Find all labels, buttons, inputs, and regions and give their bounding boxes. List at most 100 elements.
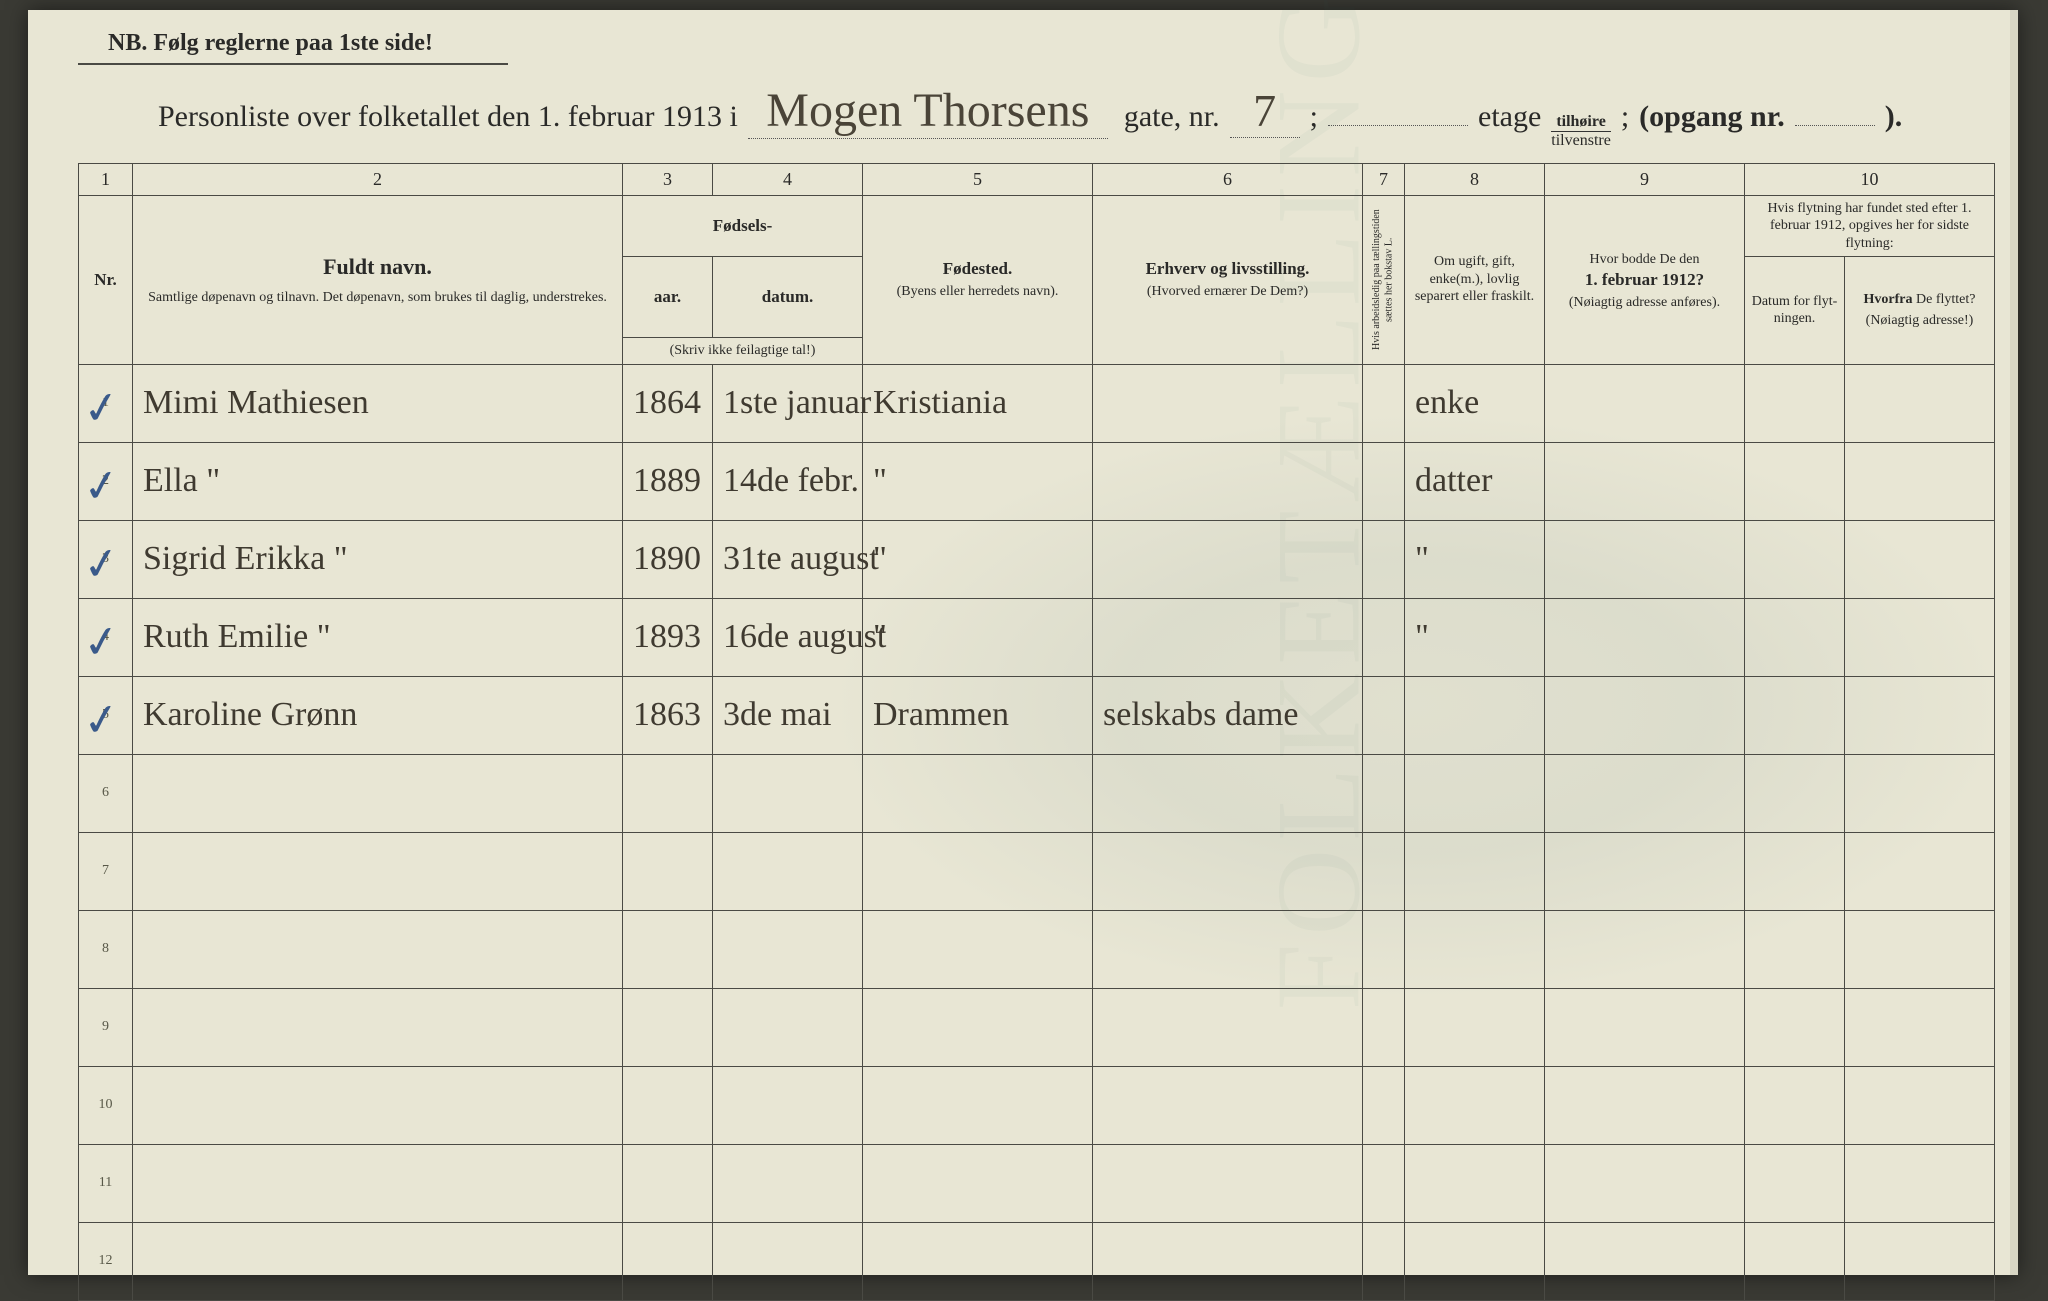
- cell-prev-address: [1545, 676, 1745, 754]
- cell-prev-address: [1545, 832, 1745, 910]
- cell-name: [133, 754, 623, 832]
- cell-marital: [1405, 988, 1545, 1066]
- colnum-6: 6: [1093, 164, 1363, 196]
- colnum-1: 1: [79, 164, 133, 196]
- cell-occupation: [1093, 754, 1363, 832]
- cell-name: [133, 1222, 623, 1300]
- cell-unemployed: [1363, 832, 1405, 910]
- cell-move-from: [1845, 988, 1995, 1066]
- handwritten-value: selskabs dame: [1103, 696, 1298, 733]
- cell-year: 1864: [623, 364, 713, 442]
- colnum-4: 4: [713, 164, 863, 196]
- cell-birthplace: ": [863, 442, 1093, 520]
- cell-unemployed: [1363, 442, 1405, 520]
- cell-birthplace: [863, 1222, 1093, 1300]
- side-fraction: tilhøire tilvenstre: [1551, 114, 1611, 149]
- hdr-name: Fuldt navn. Samtlige døpenavn og tilnavn…: [133, 195, 623, 364]
- cell-marital: [1405, 1144, 1545, 1222]
- page-inner: NB. Følg reglerne paa 1ste side! Personl…: [78, 30, 1970, 1255]
- handwritten-value: 1863: [633, 696, 701, 733]
- checkmark-icon: ✓: [80, 536, 124, 592]
- cell-marital: enke: [1405, 364, 1545, 442]
- handwritten-value: Ella ": [143, 462, 220, 499]
- cell-prev-address: [1545, 598, 1745, 676]
- cell-year: [623, 1066, 713, 1144]
- hdr-datum: datum.: [713, 257, 863, 338]
- cell-birthplace: Kristiania: [863, 364, 1093, 442]
- cell-unemployed: [1363, 676, 1405, 754]
- cell-birthplace: ": [863, 598, 1093, 676]
- cell-date: 3de mai: [713, 676, 863, 754]
- cell-birthplace: [863, 1144, 1093, 1222]
- cell-unemployed: [1363, 520, 1405, 598]
- hdr-fodested: Fødested. (Byens eller herredets navn).: [863, 195, 1093, 364]
- cell-date: [713, 1066, 863, 1144]
- cell-nr: 5✓: [79, 676, 133, 754]
- separator: ;: [1310, 100, 1318, 134]
- cell-nr: 11: [79, 1144, 133, 1222]
- cell-birthplace: [863, 910, 1093, 988]
- cell-date: 14de febr.: [713, 442, 863, 520]
- etage-blank: [1328, 125, 1468, 126]
- handwritten-value: ": [1415, 618, 1429, 655]
- cell-move-date: [1745, 754, 1845, 832]
- cell-year: [623, 754, 713, 832]
- cell-move-date: [1745, 1144, 1845, 1222]
- cell-nr: 3✓: [79, 520, 133, 598]
- table-row: 10: [79, 1066, 1995, 1144]
- street-name-handwritten: Mogen Thorsens: [748, 83, 1108, 139]
- cell-move-date: [1745, 598, 1845, 676]
- cell-prev-address: [1545, 520, 1745, 598]
- cell-birthplace: [863, 1066, 1093, 1144]
- cell-prev-address: [1545, 910, 1745, 988]
- cell-year: 1893: [623, 598, 713, 676]
- cell-name: Mimi Mathiesen: [133, 364, 623, 442]
- cell-prev-address: [1545, 1222, 1745, 1300]
- cell-year: [623, 988, 713, 1066]
- cell-nr: 2✓: [79, 442, 133, 520]
- cell-occupation: [1093, 364, 1363, 442]
- cell-move-from: [1845, 1144, 1995, 1222]
- table-row: 11: [79, 1144, 1995, 1222]
- table-head: 1 2 3 4 5 6 7 8 9 10 Nr. Fuldt navn. Sam…: [79, 164, 1995, 365]
- checkmark-icon: ✓: [80, 614, 124, 670]
- opgang-label: (opgang nr.: [1639, 100, 1785, 134]
- cell-birthplace: [863, 832, 1093, 910]
- cell-birthplace: Drammen: [863, 676, 1093, 754]
- cell-unemployed: [1363, 1222, 1405, 1300]
- cell-occupation: [1093, 832, 1363, 910]
- handwritten-value: 31te august: [723, 540, 879, 577]
- cell-marital: ": [1405, 520, 1545, 598]
- cell-nr: 10: [79, 1066, 133, 1144]
- cell-year: 1863: [623, 676, 713, 754]
- cell-move-from: [1845, 520, 1995, 598]
- cell-year: [623, 1144, 713, 1222]
- handwritten-value: 1893: [633, 618, 701, 655]
- cell-nr: 1✓: [79, 364, 133, 442]
- cell-marital: [1405, 832, 1545, 910]
- etage-label: etage: [1478, 100, 1541, 134]
- cell-occupation: [1093, 442, 1363, 520]
- cell-unemployed: [1363, 754, 1405, 832]
- colnum-9: 9: [1545, 164, 1745, 196]
- cell-prev-address: [1545, 364, 1745, 442]
- handwritten-value: ": [873, 462, 887, 499]
- cell-move-from: [1845, 364, 1995, 442]
- table-row: 5✓ Karoline Grønn 1863 3de maiDrammen selska…: [79, 676, 1995, 754]
- cell-move-from: [1845, 598, 1995, 676]
- cell-move-from: [1845, 832, 1995, 910]
- cell-year: 1889: [623, 442, 713, 520]
- cell-occupation: [1093, 520, 1363, 598]
- cell-date: [713, 754, 863, 832]
- cell-year: [623, 832, 713, 910]
- cell-marital: ": [1405, 598, 1545, 676]
- cell-move-date: [1745, 1222, 1845, 1300]
- cell-marital: datter: [1405, 442, 1545, 520]
- cell-nr: 7: [79, 832, 133, 910]
- cell-name: Ruth Emilie ": [133, 598, 623, 676]
- cell-occupation: [1093, 1222, 1363, 1300]
- cell-move-from: [1845, 910, 1995, 988]
- hdr-col10a: Datum for flyt-ningen.: [1745, 257, 1845, 365]
- cell-nr: 9: [79, 988, 133, 1066]
- handwritten-value: Karoline Grønn: [143, 696, 357, 733]
